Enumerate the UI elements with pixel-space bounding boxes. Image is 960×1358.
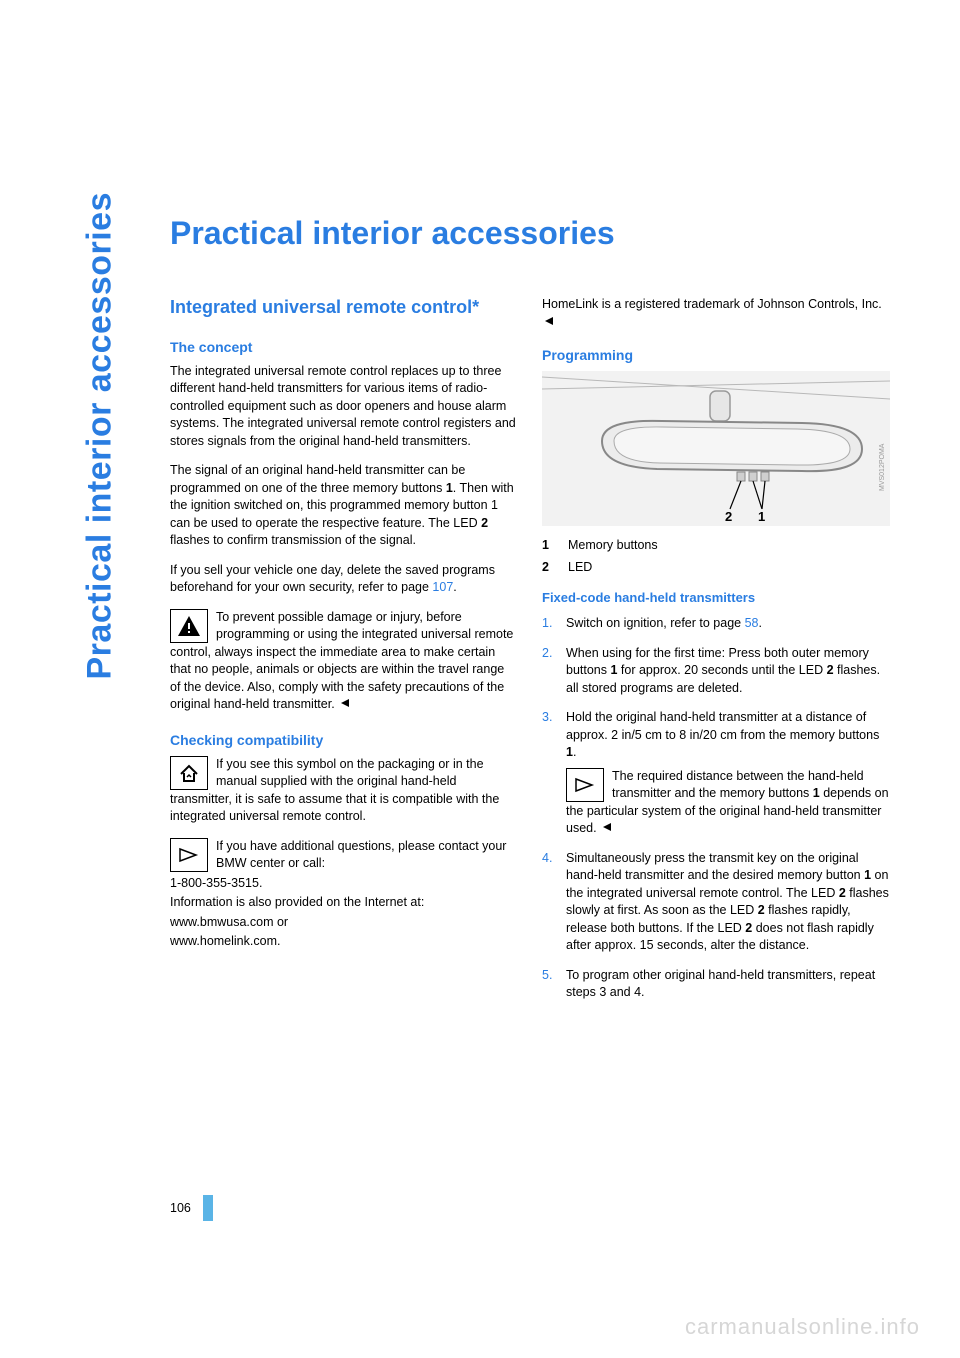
left-column: Integrated universal remote control* The…	[170, 296, 518, 1014]
legend-row-2: 2 LED	[542, 560, 890, 574]
step-3: Hold the original hand-held transmitter …	[542, 709, 890, 838]
trademark-line: HomeLink is a registered trademark of Jo…	[542, 296, 890, 331]
legend-text-1: Memory buttons	[568, 538, 658, 552]
compat-text: If you see this symbol on the packaging …	[170, 757, 499, 824]
main-content: Practical interior accessories Integrate…	[170, 215, 890, 1014]
legend-row-1: 1 Memory buttons	[542, 538, 890, 552]
end-mark-icon	[340, 696, 350, 714]
p2a: The signal of an original hand-held tran…	[170, 463, 465, 495]
arrow-icon	[566, 768, 604, 802]
url1-line: www.bmwusa.com or	[170, 914, 518, 932]
p2c: flashes to confirm transmission of the s…	[170, 533, 416, 547]
svg-text:2: 2	[725, 509, 732, 524]
end-mark-icon	[602, 820, 612, 838]
url2-line: www.homelink.com.	[170, 933, 518, 951]
figure-code: MVS012POMA	[879, 443, 886, 491]
page-ref-107[interactable]: 107	[432, 580, 453, 594]
right-column: HomeLink is a registered trademark of Jo…	[542, 296, 890, 1014]
info-text: If you have additional questions, please…	[216, 839, 506, 871]
subheading-compat: Checking compatibility	[170, 732, 518, 748]
concept-p3: If you sell your vehicle one day, delete…	[170, 562, 518, 597]
subheading-fixed-code: Fixed-code hand-held transmitters	[542, 590, 890, 605]
section-heading-remote: Integrated universal remote control*	[170, 296, 518, 319]
warning-icon	[170, 609, 208, 643]
steps-list: Switch on ignition, refer to page 58. Wh…	[542, 615, 890, 1002]
compat-note: If you see this symbol on the packaging …	[170, 756, 518, 826]
trademark-text: HomeLink is a registered trademark of Jo…	[542, 297, 882, 311]
step1a: Switch on ignition, refer to page	[566, 616, 745, 630]
page-number-wrap: 106	[170, 1195, 213, 1221]
concept-p2: The signal of an original hand-held tran…	[170, 462, 518, 550]
step3a: Hold the original hand-held transmitter …	[566, 710, 879, 742]
step3b: .	[573, 745, 576, 759]
p3b: .	[453, 580, 456, 594]
page-ref-58[interactable]: 58	[745, 616, 759, 630]
step-2: When using for the first time: Press bot…	[542, 645, 890, 698]
step2b: for approx. 20 seconds until the LED	[617, 663, 826, 677]
step-5: To program other original hand-held tran…	[542, 967, 890, 1002]
step-1: Switch on ignition, refer to page 58.	[542, 615, 890, 633]
page-marker	[203, 1195, 213, 1221]
columns: Integrated universal remote control* The…	[170, 296, 890, 1014]
info2-line: Information is also provided on the Inte…	[170, 894, 518, 912]
subheading-programming: Programming	[542, 347, 890, 363]
page-title: Practical interior accessories	[170, 215, 890, 252]
step1b: .	[758, 616, 761, 630]
step4a: Simultaneously press the transmit key on…	[566, 851, 864, 883]
sidebar-title: Practical interior accessories	[81, 192, 120, 680]
mirror-figure: 2 1 MVS012POMA	[542, 371, 890, 526]
concept-p1: The integrated universal remote control …	[170, 363, 518, 451]
house-icon	[170, 756, 208, 790]
arrow-icon	[170, 838, 208, 872]
info-note: If you have additional questions, please…	[170, 838, 518, 873]
watermark: carmanualsonline.info	[685, 1314, 920, 1340]
phone-line: 1-800-355-3515.	[170, 875, 518, 893]
legend-text-2: LED	[568, 560, 592, 574]
legend-num-2: 2	[542, 560, 554, 574]
page-number: 106	[170, 1201, 203, 1221]
legend-num-1: 1	[542, 538, 554, 552]
step-4: Simultaneously press the transmit key on…	[542, 850, 890, 955]
svg-text:1: 1	[758, 509, 765, 524]
step3-note: The required distance between the hand-h…	[566, 768, 890, 838]
subheading-concept: The concept	[170, 339, 518, 355]
end-mark-icon	[544, 314, 554, 332]
warning-note: To prevent possible damage or injury, be…	[170, 609, 518, 714]
